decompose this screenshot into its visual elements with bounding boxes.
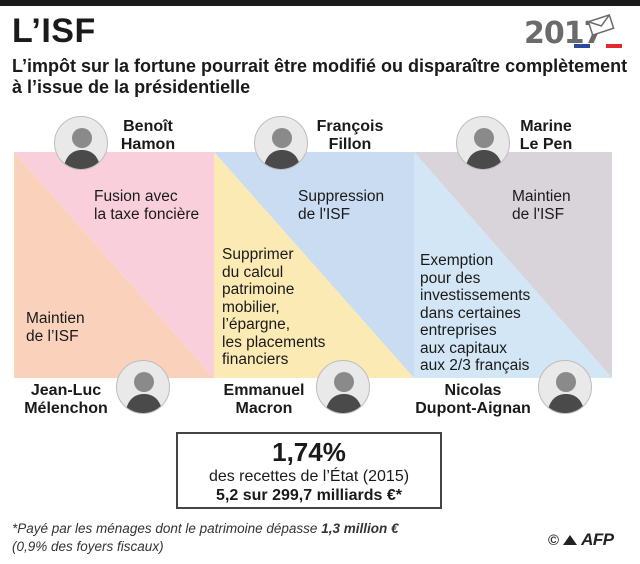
proposal-fillon: Suppression de l'ISF: [298, 188, 385, 223]
candidate-name-fillon: François Fillon: [316, 118, 384, 153]
portrait-hamon: [54, 116, 108, 170]
candidate-name-macron: Emmanuel Macron: [223, 382, 305, 417]
proposal-dupont-aignan: Exemption pour des investissements dans …: [420, 252, 531, 374]
envelope-icon: [587, 14, 615, 36]
election-2017-logo: 2017: [524, 12, 624, 51]
panel-macron: [214, 152, 414, 378]
proposal-lepen: Maintien de l'ISF: [512, 188, 571, 223]
flag-red-stripe: [606, 44, 622, 48]
proposal-melenchon: Maintien de l’ISF: [26, 310, 85, 345]
flag-blue-stripe: [574, 44, 590, 48]
candidate-name-dupont-aignan: Nicolas Dupont-Aignan: [415, 382, 531, 417]
portrait-dupont-aignan: [538, 360, 592, 414]
top-rule: [0, 0, 640, 6]
page-title: L’ISF: [12, 12, 96, 50]
person-icon: [63, 128, 101, 169]
proposal-panels: [14, 152, 612, 378]
person-icon: [125, 372, 163, 413]
panel-melenchon: [14, 152, 214, 378]
candidate-name-lepen: Marine Le Pen: [519, 118, 573, 153]
isf-share-detail: 5,2 sur 299,7 milliards €*: [216, 487, 402, 504]
agency-name: AFP: [581, 530, 614, 549]
isf-share-description: des recettes de l’État (2015): [208, 468, 410, 485]
person-icon: [547, 372, 585, 413]
panel-dupont-aignan: [414, 152, 612, 378]
candidate-name-hamon: Benoît Hamon: [120, 118, 176, 153]
footnote-line2: (0,9% des foyers fiscaux): [12, 539, 164, 554]
proposal-hamon: Fusion avec la taxe foncière: [94, 188, 200, 223]
portrait-lepen: [456, 116, 510, 170]
portrait-fillon: [254, 116, 308, 170]
isf-revenue-box: 1,74% des recettes de l’État (2015) 5,2 …: [176, 432, 442, 509]
isf-share-value: 1,74%: [272, 437, 346, 467]
candidate-name-melenchon: Jean-Luc Mélenchon: [24, 382, 108, 417]
footnote: *Payé par les ménages dont le patrimoine…: [12, 520, 398, 556]
afp-credit: © AFP: [548, 530, 614, 550]
subtitle: L’impôt sur la fortune pourrait être mod…: [12, 56, 628, 97]
portrait-macron: [316, 360, 370, 414]
person-icon: [263, 128, 301, 169]
person-icon: [465, 128, 503, 169]
copyright-symbol: ©: [548, 531, 560, 549]
flag-white-stripe: [590, 44, 606, 48]
footnote-threshold: 1,3 million €: [321, 521, 399, 536]
footnote-line1: *Payé par les ménages dont le patrimoine…: [12, 521, 322, 536]
portrait-melenchon: [116, 360, 170, 414]
afp-logo-icon: [563, 535, 578, 545]
proposal-macron: Supprimer du calcul patrimoine mobilier,…: [222, 246, 326, 368]
person-icon: [325, 372, 363, 413]
tricolor-flag-bar: [574, 44, 622, 48]
